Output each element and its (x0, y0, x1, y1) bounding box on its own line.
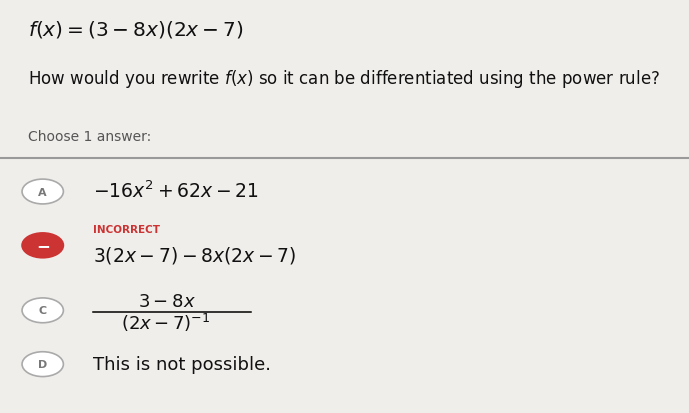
Text: C: C (39, 306, 47, 316)
Text: $3(2x-7) - 8x(2x-7)$: $3(2x-7) - 8x(2x-7)$ (93, 244, 296, 265)
Text: This is not possible.: This is not possible. (93, 355, 271, 373)
Text: $(2x-7)^{-1}$: $(2x-7)^{-1}$ (121, 311, 210, 333)
Text: −: − (36, 237, 50, 255)
Text: D: D (38, 359, 48, 369)
Text: $f(x) = (3 - 8x)(2x - 7)$: $f(x) = (3 - 8x)(2x - 7)$ (28, 19, 243, 40)
Text: $-16x^2 + 62x - 21$: $-16x^2 + 62x - 21$ (93, 180, 258, 202)
Text: How would you rewrite $f(x)$ so it can be differentiated using the power rule?: How would you rewrite $f(x)$ so it can b… (28, 68, 659, 90)
Circle shape (22, 180, 63, 204)
Circle shape (22, 233, 63, 258)
Text: Choose 1 answer:: Choose 1 answer: (28, 130, 151, 144)
Circle shape (22, 298, 63, 323)
Text: $3-8x$: $3-8x$ (138, 292, 196, 311)
Text: INCORRECT: INCORRECT (93, 224, 160, 234)
Circle shape (22, 352, 63, 377)
Text: A: A (39, 187, 47, 197)
